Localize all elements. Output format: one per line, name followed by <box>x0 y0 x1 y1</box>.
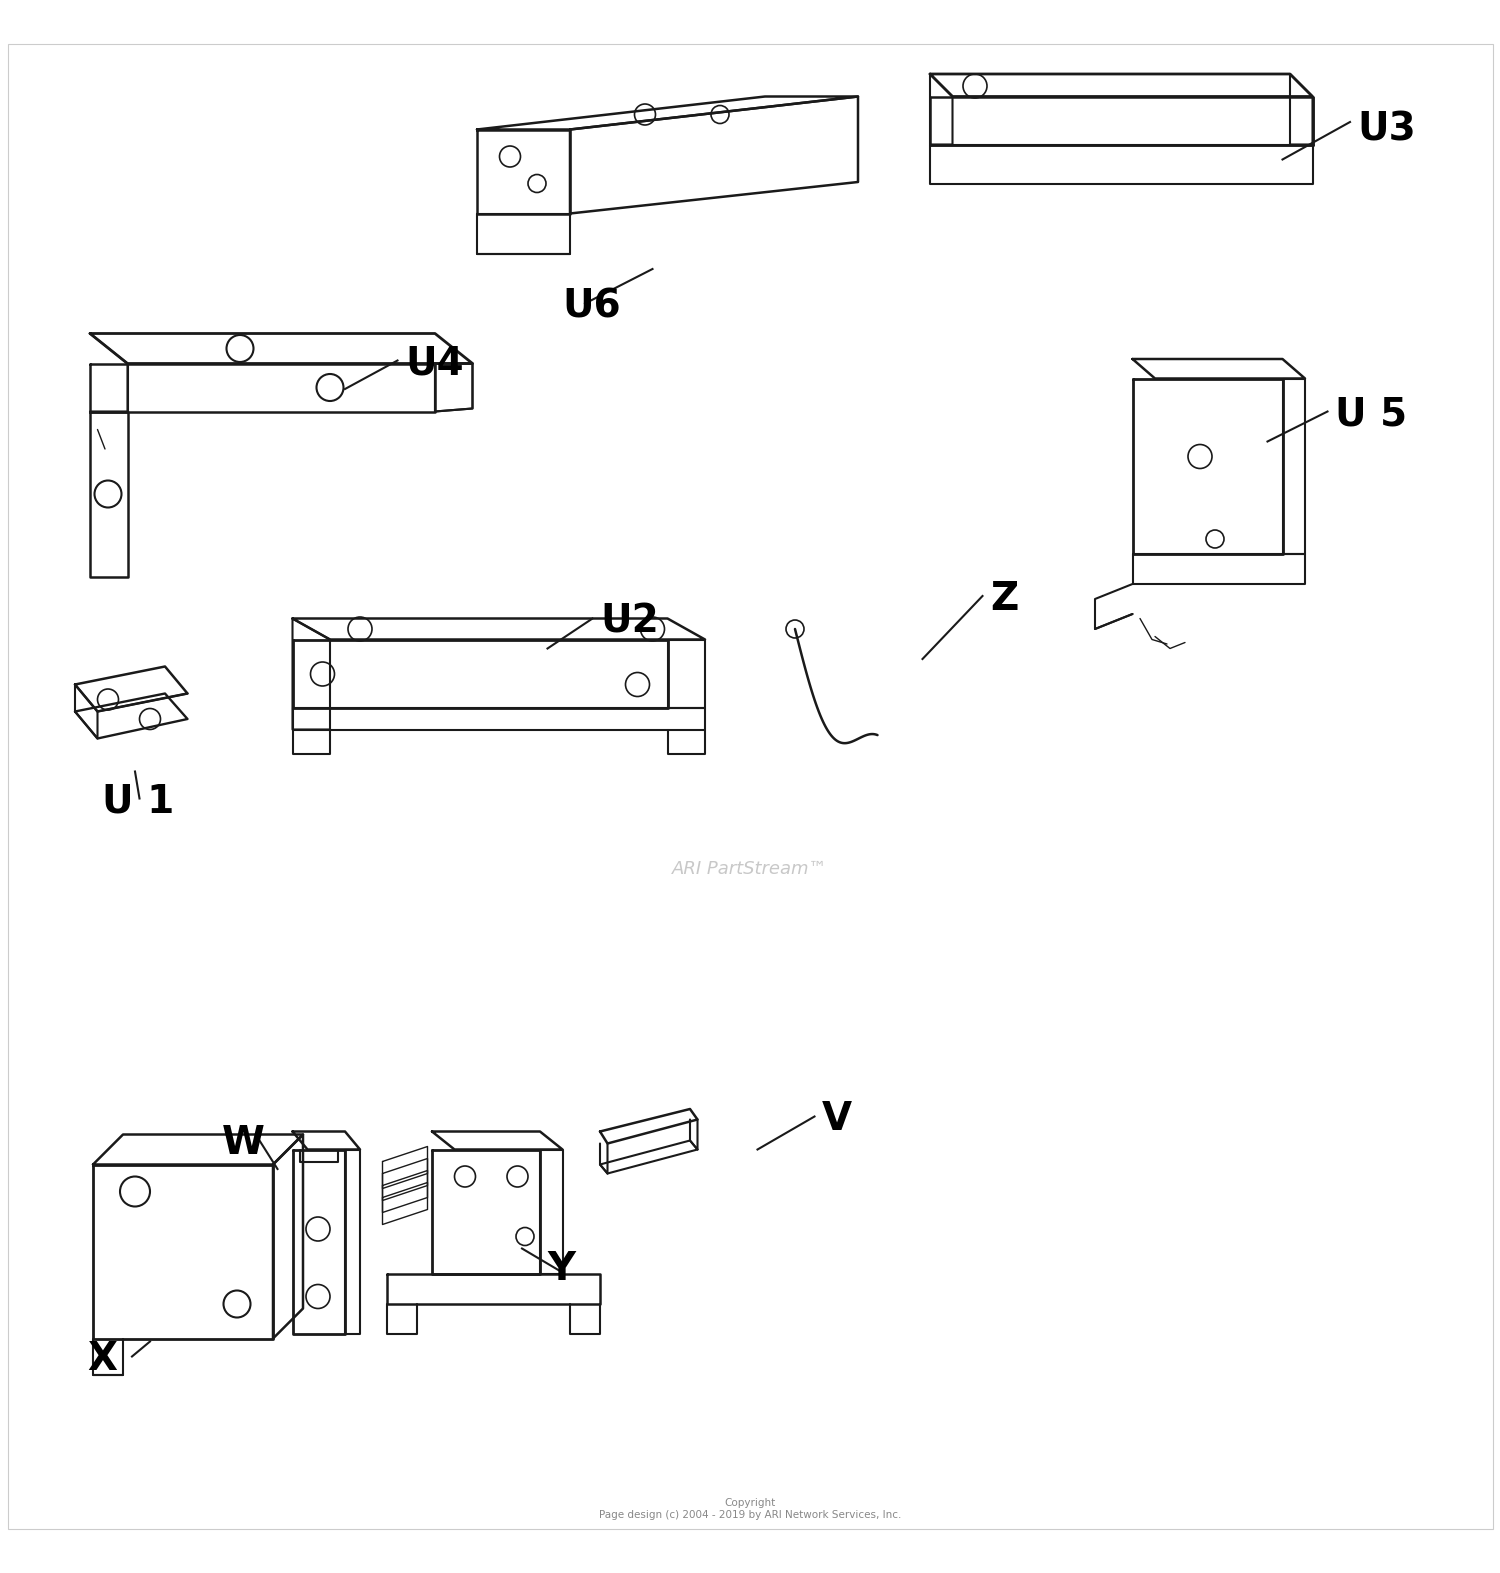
Text: Page design (c) 2004 - 2019 by ARI Network Services, Inc.: Page design (c) 2004 - 2019 by ARI Netwo… <box>598 1510 902 1521</box>
Text: U2: U2 <box>600 602 658 640</box>
Text: U 1: U 1 <box>102 782 174 821</box>
Text: U4: U4 <box>405 344 464 382</box>
Text: U6: U6 <box>562 288 621 326</box>
Text: W: W <box>222 1125 266 1162</box>
Text: ARI PartStream™: ARI PartStream™ <box>672 860 828 878</box>
Text: U3: U3 <box>1358 110 1416 148</box>
Text: U 5: U 5 <box>1335 395 1407 434</box>
Text: X: X <box>87 1340 117 1378</box>
Text: Y: Y <box>548 1251 576 1288</box>
Text: Z: Z <box>990 580 1018 618</box>
Text: V: V <box>822 1101 852 1139</box>
Text: Copyright: Copyright <box>724 1499 776 1509</box>
